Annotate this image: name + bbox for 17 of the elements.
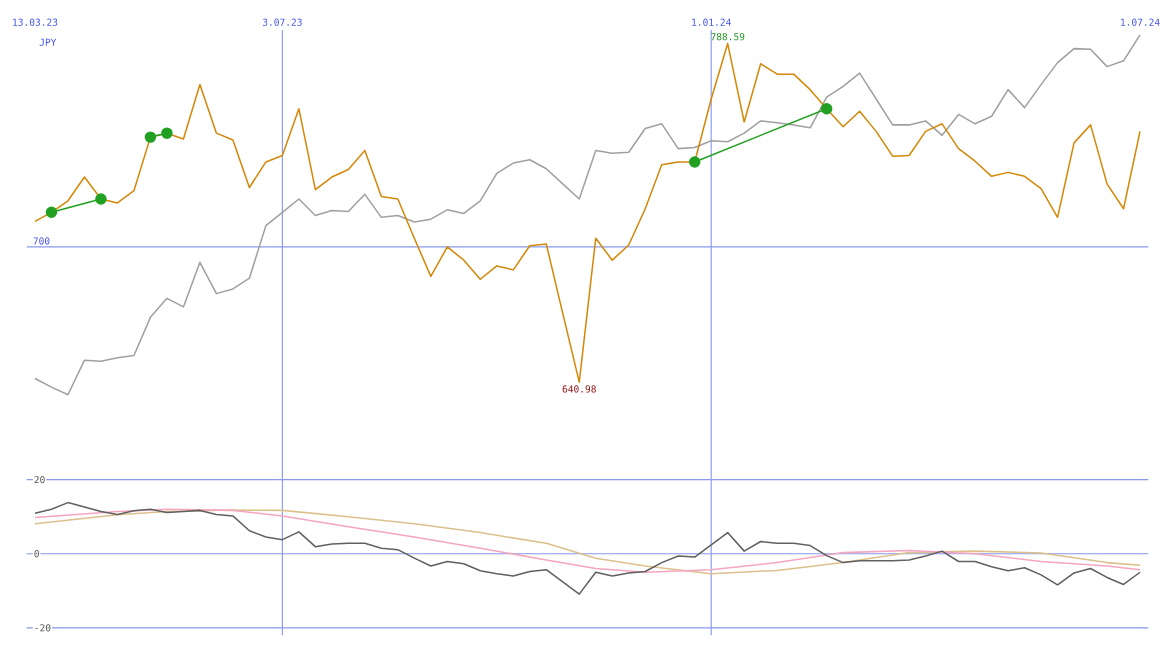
point — [144, 131, 157, 143]
y-tick-label: 20 — [34, 476, 45, 484]
x-tick-label: 13.03.23 — [13, 18, 58, 26]
y-tick-label: -20 — [35, 624, 51, 632]
annotation: 640.98 — [562, 385, 596, 393]
annotation: 700 — [33, 237, 50, 245]
point — [820, 102, 833, 115]
point — [95, 193, 107, 205]
x-tick-label: 1.07.24 — [1121, 18, 1160, 26]
point — [161, 127, 173, 139]
y-axis-title: JPY — [39, 38, 57, 46]
point — [688, 156, 701, 168]
point — [45, 206, 58, 219]
y-tick-label: 0 — [34, 550, 39, 558]
x-tick-label: 1.01.24 — [692, 18, 731, 26]
x-tick-label: 3.07.23 — [262, 18, 302, 26]
annotation: 788.59 — [711, 33, 745, 41]
